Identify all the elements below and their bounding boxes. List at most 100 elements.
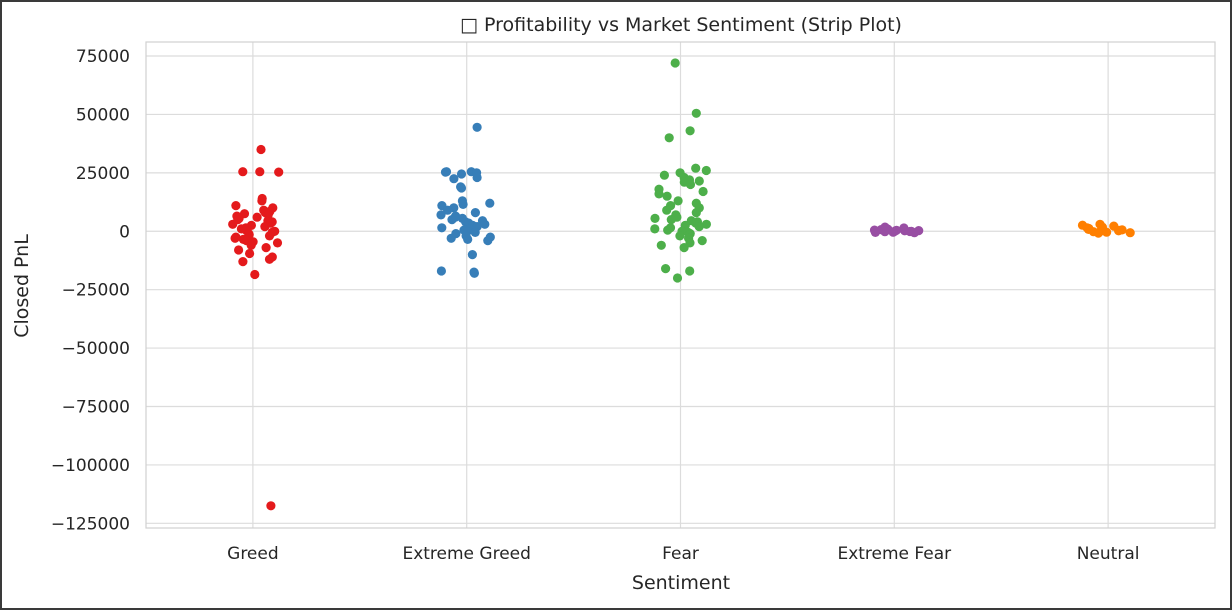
x-tick-labels: Greed Extreme Greed Fear Extreme Fear Neutra… <box>227 544 1139 564</box>
data-point <box>679 243 689 253</box>
data-point <box>449 174 459 184</box>
data-point <box>661 264 671 274</box>
x-tick-label: Extreme Fear <box>837 544 951 564</box>
data-point <box>485 198 495 208</box>
data-point <box>663 225 673 235</box>
data-point <box>440 167 451 177</box>
data-point <box>694 176 704 186</box>
x-tick-label: Greed <box>227 544 279 564</box>
data-point <box>228 219 238 229</box>
grid <box>146 42 1215 528</box>
data-point <box>909 228 920 238</box>
data-point <box>252 212 262 222</box>
data-point <box>436 210 446 220</box>
data-point <box>1114 226 1124 236</box>
data-point <box>888 227 898 237</box>
data-point <box>701 165 711 176</box>
data-point <box>685 179 696 190</box>
data-point <box>238 167 248 177</box>
data-point <box>250 269 260 280</box>
data-point <box>673 196 683 206</box>
data-point <box>266 501 276 511</box>
data-point <box>467 250 477 260</box>
data-point <box>666 215 676 225</box>
data-point <box>656 240 666 250</box>
data-point <box>672 273 683 283</box>
data-point <box>238 257 248 267</box>
plot-area-border <box>145 41 1216 529</box>
data-point <box>470 208 480 218</box>
x-tick-label: Neutral <box>1077 544 1140 564</box>
y-tick-label: 50000 <box>76 105 130 125</box>
data-point <box>698 186 708 197</box>
data-point <box>264 254 275 264</box>
data-point <box>261 243 271 253</box>
y-tick-label: 25000 <box>76 164 130 184</box>
data-point <box>691 108 701 118</box>
data-point <box>659 170 670 180</box>
data-point <box>246 240 256 250</box>
y-tick-labels: 75000 50000 25000 0 −25000 −50000 −75000 −10000… <box>51 47 130 534</box>
data-point <box>870 227 881 237</box>
data-point <box>685 126 695 136</box>
x-tick-label: Extreme Greed <box>402 544 530 564</box>
data-point <box>447 215 457 225</box>
data-points <box>228 58 1135 511</box>
data-point <box>245 248 255 259</box>
data-point <box>664 133 674 143</box>
x-tick-label: Fear <box>662 544 699 564</box>
data-point <box>880 227 890 237</box>
data-point <box>272 238 283 248</box>
data-point <box>1102 227 1112 237</box>
y-tick-label: 75000 <box>76 47 130 67</box>
data-point <box>650 224 660 234</box>
data-point <box>264 231 275 241</box>
data-point <box>472 172 482 183</box>
data-point <box>446 233 456 243</box>
data-point <box>480 219 490 229</box>
data-point <box>463 234 473 244</box>
data-point <box>255 167 265 177</box>
data-point <box>470 227 480 237</box>
x-axis-label: Sentiment <box>632 572 730 594</box>
data-point <box>1093 228 1103 238</box>
data-point <box>231 201 241 211</box>
data-point <box>456 183 467 193</box>
data-point <box>662 191 672 201</box>
data-point <box>458 199 468 209</box>
data-point <box>691 163 701 173</box>
data-point <box>436 266 446 276</box>
data-point <box>670 58 680 68</box>
data-point <box>256 144 266 155</box>
y-tick-label: 0 <box>119 222 130 242</box>
data-point <box>662 205 672 215</box>
data-point <box>675 231 685 241</box>
data-point <box>437 223 447 233</box>
data-point <box>274 167 284 177</box>
data-point <box>469 268 479 278</box>
data-point <box>456 169 467 179</box>
data-point <box>483 236 493 246</box>
y-tick-label: −100000 <box>51 456 130 476</box>
data-point <box>654 189 664 199</box>
data-point <box>694 222 704 232</box>
data-point <box>701 219 712 229</box>
data-point <box>1125 228 1135 238</box>
data-point <box>443 205 453 215</box>
data-point <box>685 266 695 276</box>
chart-title: □ Profitability vs Market Sentiment (Str… <box>460 14 902 36</box>
y-axis-label: Closed PnL <box>11 234 33 338</box>
data-point <box>230 233 240 243</box>
data-point <box>650 213 660 223</box>
y-tick-label: −125000 <box>51 514 130 534</box>
data-point <box>234 245 244 255</box>
y-tick-label: −50000 <box>62 339 130 359</box>
data-point <box>260 222 270 232</box>
data-point <box>691 208 701 218</box>
data-point <box>697 236 707 246</box>
data-point <box>257 196 267 206</box>
y-tick-label: −25000 <box>62 281 130 301</box>
y-tick-label: −75000 <box>62 398 130 418</box>
